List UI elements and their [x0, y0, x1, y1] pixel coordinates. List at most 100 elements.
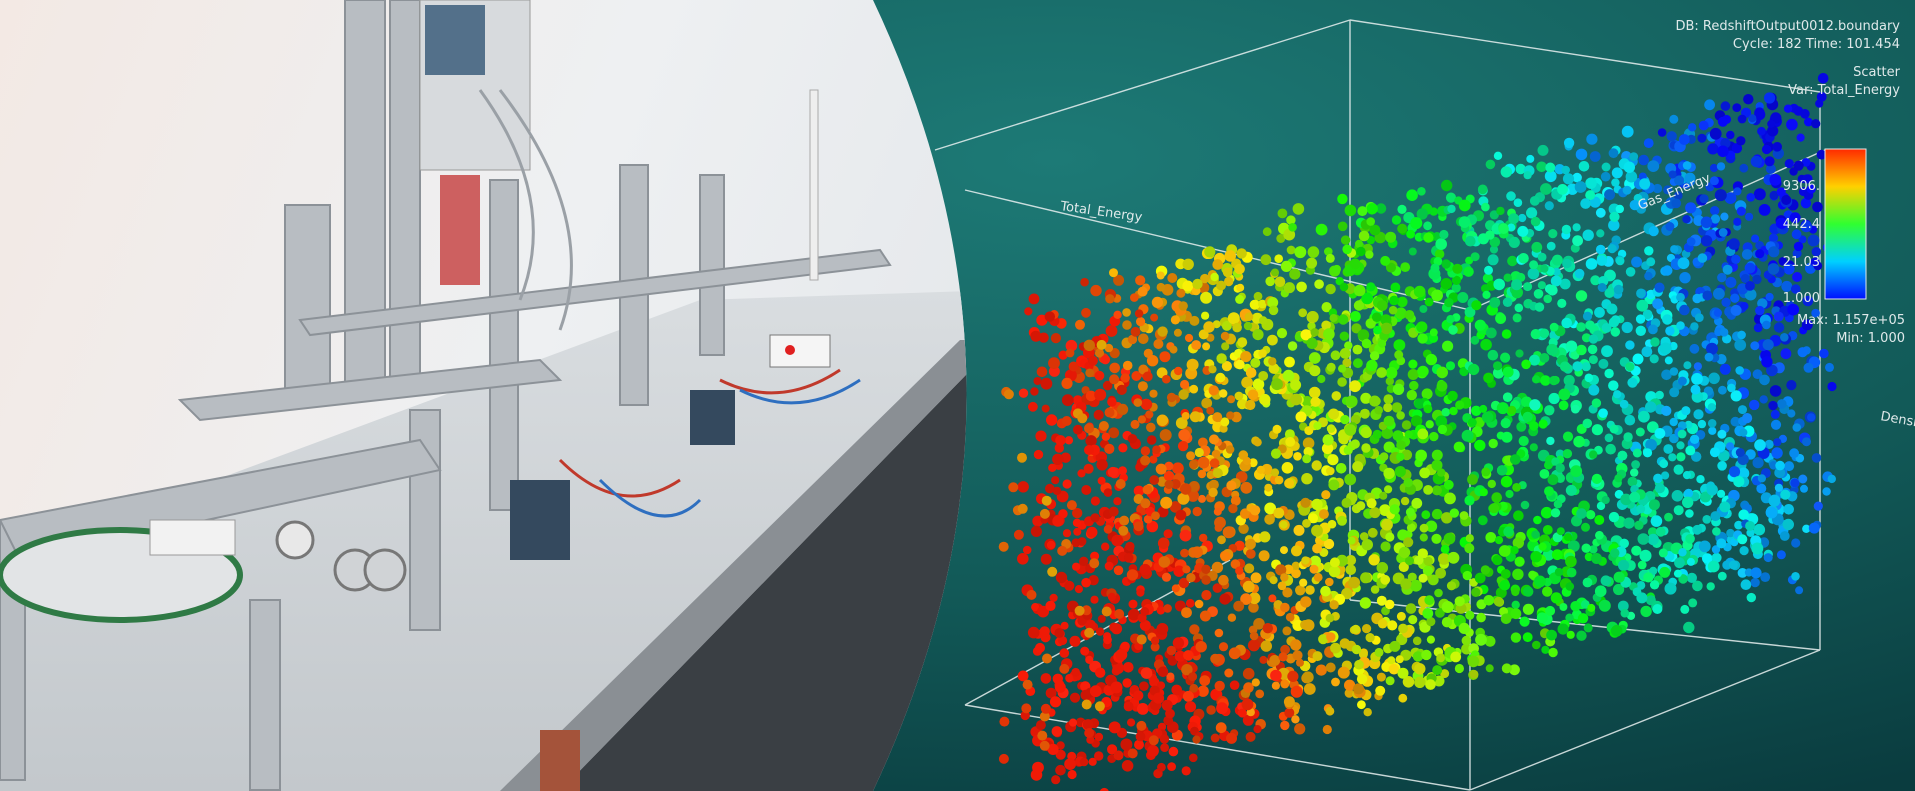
scatter-point — [1610, 548, 1619, 557]
scatter-point — [1655, 428, 1666, 439]
scatter-point — [1786, 119, 1798, 131]
scatter-point — [1489, 439, 1498, 448]
scatter-point — [1638, 155, 1649, 166]
scatter-point — [1395, 466, 1406, 477]
scatter-point — [1326, 614, 1335, 623]
scatter-point — [1541, 507, 1553, 519]
scatter-point — [1669, 115, 1678, 124]
scatter-point — [1754, 324, 1763, 333]
scatter-point — [1423, 233, 1433, 243]
scatter-point — [1081, 690, 1092, 701]
scatter-point — [1145, 410, 1153, 418]
scatter-point — [1306, 258, 1317, 269]
scatter-point — [1352, 645, 1361, 654]
scatter-point — [1045, 601, 1055, 611]
scatter-point — [1431, 534, 1441, 544]
scatter-point — [1809, 523, 1820, 534]
scatter-point — [1104, 444, 1114, 454]
scatter-point — [1684, 489, 1693, 498]
scatter-point — [1098, 477, 1106, 485]
scatter-point — [1050, 594, 1058, 602]
scatter-point — [1167, 646, 1177, 656]
scatter-point — [1111, 623, 1122, 634]
scatter-point — [1178, 441, 1188, 451]
scatter-point — [1683, 161, 1692, 170]
scatter-point — [1307, 338, 1318, 349]
scatter-point — [1717, 430, 1726, 439]
scatter-point — [1596, 245, 1606, 255]
scatter-point — [1198, 470, 1206, 478]
scatter-point — [1759, 375, 1770, 386]
scatter-point — [1670, 245, 1678, 253]
scatter-point — [1692, 525, 1702, 535]
scatter-point — [1138, 334, 1149, 345]
scatter-point — [1211, 734, 1220, 743]
scatter-point — [1740, 302, 1748, 310]
scatter-point — [1669, 387, 1679, 397]
scatter-point — [1071, 668, 1080, 677]
scatter-point — [1580, 198, 1591, 209]
scatter-point — [1350, 259, 1361, 270]
scatter-point — [1188, 672, 1197, 681]
scatter-point — [1622, 322, 1633, 333]
scatter-point — [1754, 188, 1766, 200]
scatter-point — [1626, 171, 1638, 183]
scatter-point — [1536, 162, 1547, 173]
scatter-point — [1216, 702, 1228, 714]
scatter-point — [1356, 247, 1365, 256]
scatter-point — [1557, 299, 1566, 308]
scatter-point — [1662, 314, 1672, 324]
scatter-point — [1669, 171, 1677, 179]
scatter-point — [1464, 495, 1474, 505]
scatter-point — [1704, 99, 1715, 110]
scatter-point — [1583, 312, 1592, 321]
scatter-point — [1263, 623, 1273, 633]
scatter-point — [1528, 268, 1540, 280]
scatter-point — [1105, 294, 1114, 303]
scatter-point — [1163, 604, 1172, 613]
scatter-point — [1084, 423, 1094, 433]
scatter-point — [1316, 665, 1327, 676]
scatter-point — [1144, 515, 1153, 524]
scatter-point — [1041, 378, 1053, 390]
scatter-point — [1623, 432, 1632, 441]
scatter-point — [1073, 528, 1081, 536]
legend-tick: 1.000 — [1783, 291, 1820, 306]
scatter-point — [1041, 673, 1052, 684]
scatter-point — [1394, 350, 1403, 359]
scatter-point — [1521, 360, 1531, 370]
scatter-point — [1309, 387, 1321, 399]
scatter-point — [1481, 565, 1490, 574]
scatter-point — [1515, 557, 1525, 567]
scatter-point — [1683, 361, 1691, 369]
scatter-point — [1420, 524, 1429, 533]
scatter-point — [1701, 217, 1713, 229]
scatter-point — [1567, 568, 1577, 578]
scatter-point — [1374, 406, 1383, 415]
scatter-point — [1523, 282, 1532, 291]
scatter-point — [1462, 636, 1472, 646]
scatter-point — [1141, 667, 1153, 679]
scatter-point — [1330, 643, 1341, 654]
scatter-point — [1534, 289, 1544, 299]
scatter-point — [1771, 447, 1782, 458]
scatter-point — [1109, 363, 1120, 374]
scatter-point — [1561, 318, 1572, 329]
scatter-point — [1212, 259, 1223, 270]
scatter-point — [1753, 457, 1764, 468]
scatter-point — [1455, 596, 1465, 606]
scatter-point — [1105, 408, 1115, 418]
scatter-point — [1075, 606, 1085, 616]
scatter-point — [1095, 371, 1105, 381]
scatter-point — [1540, 329, 1550, 339]
scatter-point — [1594, 515, 1604, 525]
scatter-point — [1162, 700, 1173, 711]
scatter-point — [1135, 309, 1143, 317]
scatter-point — [1768, 246, 1779, 257]
scatter-point — [1792, 272, 1802, 282]
scatter-point — [1326, 632, 1335, 641]
scatter-point — [1250, 358, 1260, 368]
scatter-point — [1534, 576, 1546, 588]
scatter-point — [1137, 703, 1149, 715]
scatter-point — [1081, 308, 1091, 318]
